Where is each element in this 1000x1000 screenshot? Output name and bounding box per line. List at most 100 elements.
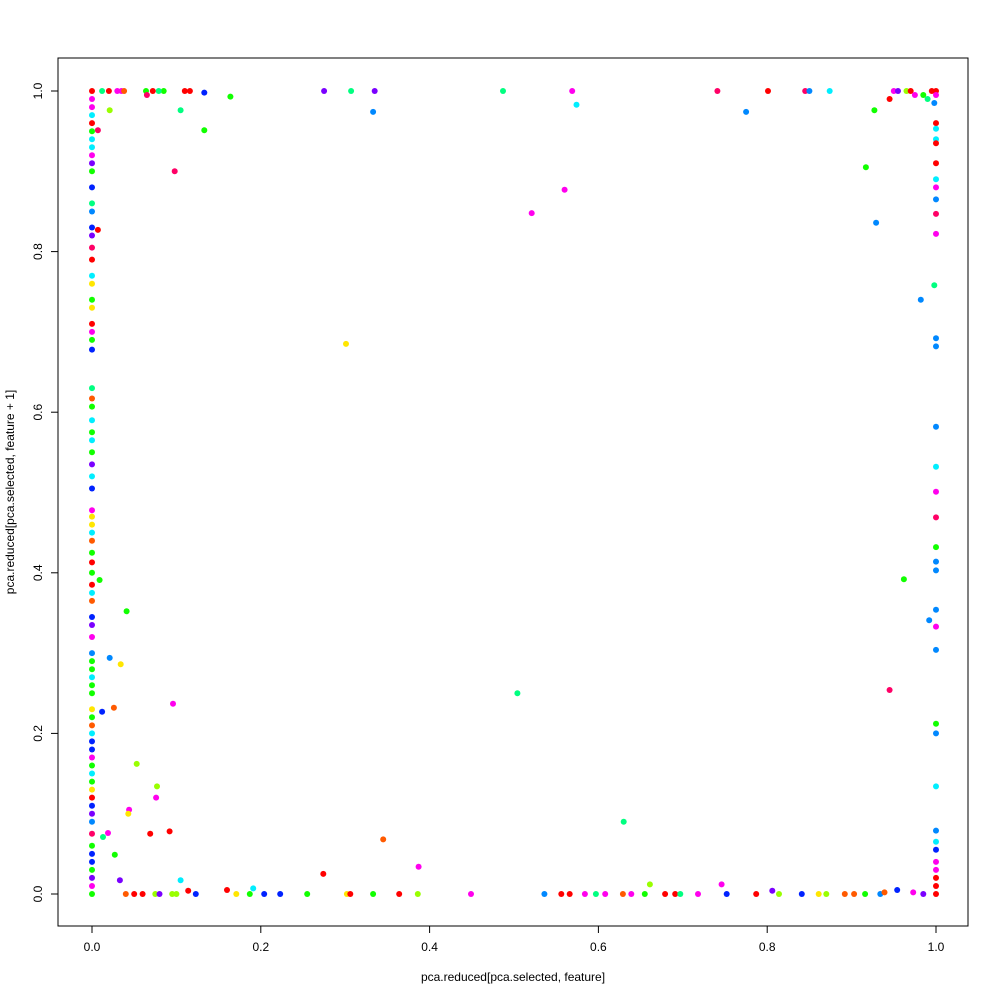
data-point bbox=[541, 891, 548, 897]
data-point bbox=[277, 891, 284, 897]
data-point bbox=[907, 88, 914, 94]
data-point bbox=[89, 682, 95, 689]
data-point bbox=[89, 168, 95, 175]
data-point bbox=[89, 461, 95, 468]
data-point bbox=[931, 282, 938, 289]
data-point bbox=[133, 760, 140, 767]
data-point bbox=[89, 385, 95, 392]
x-tick-label: 0.0 bbox=[84, 940, 101, 954]
data-point bbox=[89, 208, 95, 215]
data-point bbox=[933, 544, 939, 551]
data-point bbox=[886, 96, 893, 102]
data-point bbox=[933, 488, 939, 495]
data-point bbox=[89, 88, 95, 94]
data-point bbox=[89, 850, 95, 857]
data-point bbox=[89, 256, 95, 263]
data-point bbox=[920, 891, 927, 897]
data-point bbox=[149, 88, 156, 94]
data-point bbox=[89, 634, 95, 640]
x-tick-label: 0.8 bbox=[759, 940, 776, 954]
data-point bbox=[246, 891, 253, 897]
data-point bbox=[926, 617, 933, 624]
data-point bbox=[895, 88, 901, 94]
data-point bbox=[89, 437, 95, 444]
data-point bbox=[117, 661, 124, 668]
data-point bbox=[862, 164, 869, 171]
data-point bbox=[933, 125, 939, 132]
data-point bbox=[933, 846, 939, 853]
data-point bbox=[743, 108, 750, 115]
data-point bbox=[106, 654, 113, 661]
data-point bbox=[89, 842, 95, 849]
x-axis-title: pca.reduced[pca.selected, feature] bbox=[421, 970, 605, 984]
data-point bbox=[201, 89, 208, 96]
data-point bbox=[646, 881, 653, 888]
data-point bbox=[89, 128, 95, 135]
data-point bbox=[933, 160, 939, 167]
data-point bbox=[370, 108, 377, 115]
data-point bbox=[561, 186, 568, 193]
data-point bbox=[89, 762, 95, 769]
data-point bbox=[89, 714, 95, 721]
data-point bbox=[933, 783, 939, 790]
data-point bbox=[894, 887, 901, 893]
data-point bbox=[89, 449, 95, 456]
data-point bbox=[89, 244, 95, 251]
x-tick-label: 0.2 bbox=[252, 940, 269, 954]
data-point bbox=[841, 891, 848, 897]
x-tick-label: 0.4 bbox=[421, 940, 438, 954]
data-point bbox=[89, 581, 95, 588]
data-point bbox=[94, 226, 101, 233]
data-point bbox=[173, 891, 180, 897]
data-point bbox=[89, 473, 95, 480]
data-point bbox=[177, 107, 184, 114]
data-point bbox=[931, 100, 938, 106]
data-point bbox=[662, 891, 669, 897]
data-point bbox=[933, 858, 939, 865]
data-point bbox=[89, 666, 95, 673]
data-point bbox=[105, 830, 111, 836]
data-point bbox=[765, 88, 771, 94]
data-point bbox=[154, 783, 160, 790]
data-point bbox=[89, 96, 95, 102]
data-point bbox=[89, 104, 95, 111]
y-tick-label: 0.0 bbox=[31, 885, 45, 902]
data-point bbox=[917, 296, 924, 303]
data-point bbox=[89, 232, 95, 239]
data-point bbox=[910, 889, 917, 896]
data-point bbox=[147, 830, 154, 837]
data-point bbox=[111, 851, 118, 858]
data-point bbox=[933, 567, 939, 574]
data-point bbox=[89, 224, 95, 231]
data-point bbox=[933, 838, 939, 845]
data-point bbox=[89, 559, 95, 566]
data-point bbox=[153, 794, 160, 801]
data-point bbox=[89, 614, 95, 620]
data-point bbox=[89, 622, 95, 628]
data-point bbox=[131, 891, 138, 897]
data-point bbox=[89, 336, 95, 343]
data-point bbox=[514, 690, 521, 697]
data-point bbox=[900, 576, 907, 583]
data-point bbox=[89, 160, 95, 167]
x-tick-label: 1.0 bbox=[928, 940, 945, 954]
data-point bbox=[500, 88, 506, 94]
y-tick-label: 0.6 bbox=[31, 404, 45, 421]
data-point bbox=[250, 885, 257, 892]
x-tick-label: 0.6 bbox=[590, 940, 607, 954]
data-point bbox=[99, 708, 106, 715]
data-point bbox=[152, 891, 159, 897]
data-point bbox=[933, 606, 939, 613]
data-point bbox=[89, 883, 95, 889]
data-point bbox=[886, 687, 893, 693]
data-point bbox=[89, 589, 95, 596]
data-point bbox=[89, 403, 95, 410]
data-point bbox=[192, 891, 199, 897]
data-point bbox=[558, 891, 565, 897]
data-point bbox=[573, 101, 580, 108]
data-point bbox=[89, 144, 95, 151]
data-point bbox=[933, 176, 939, 183]
data-point bbox=[89, 507, 95, 514]
data-point bbox=[802, 88, 809, 94]
